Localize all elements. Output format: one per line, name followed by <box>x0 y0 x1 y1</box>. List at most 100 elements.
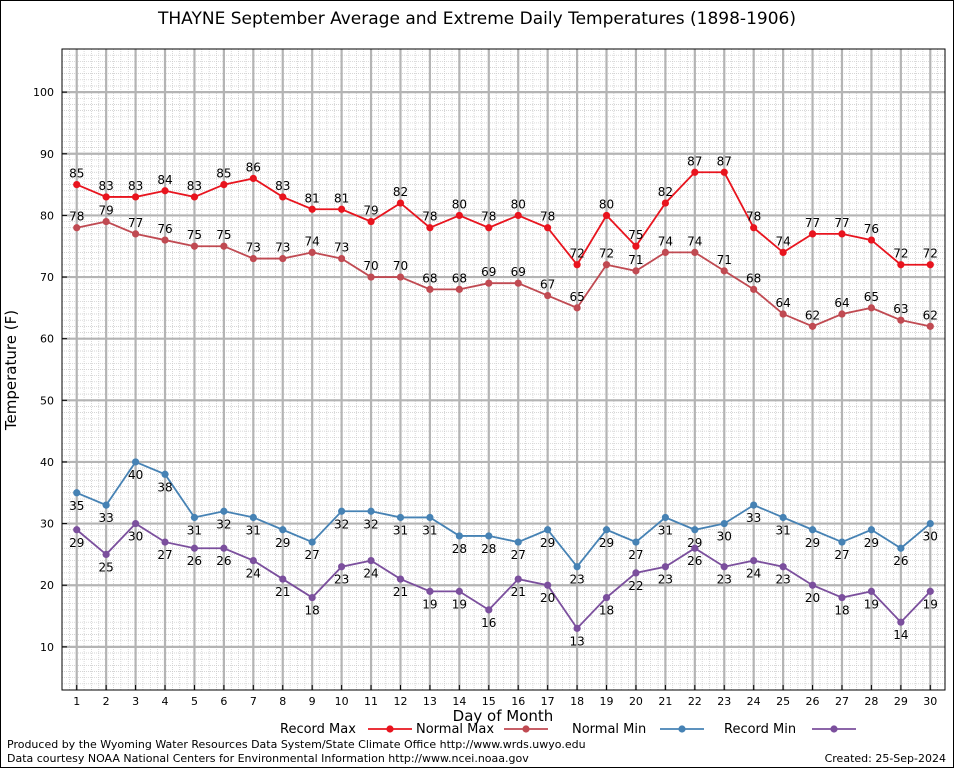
data-point-record-min <box>661 563 669 571</box>
data-label-normal-min: 30 <box>923 530 938 544</box>
data-label-record-max: 83 <box>99 179 114 193</box>
footer-produced-by: Produced by the Wyoming Water Resources … <box>7 738 586 751</box>
data-point-normal-min <box>396 513 405 522</box>
y-tick-label: 40 <box>40 456 54 469</box>
data-label-record-max: 83 <box>128 179 143 193</box>
y-tick-label: 70 <box>40 271 54 284</box>
plot-border <box>61 48 946 691</box>
data-point-normal-max <box>897 316 905 324</box>
data-point-record-max <box>926 261 934 269</box>
data-label-record-max: 87 <box>687 154 702 168</box>
y-axis-label: Temperature (F) <box>2 310 20 431</box>
grid-layer <box>61 48 946 691</box>
y-tick-label: 10 <box>40 641 54 654</box>
data-point-record-min <box>190 544 199 552</box>
data-label-record-max: 82 <box>658 185 673 199</box>
data-point-normal-min <box>131 458 140 466</box>
data-label-record-min: 23 <box>658 573 673 587</box>
series-layer: 85 83 83 84 83 85 86 83 81 81 79 82 78 80 78 80 78 72 80 75… <box>69 154 938 648</box>
data-point-record-min <box>926 587 934 595</box>
data-point-normal-max <box>691 248 699 256</box>
y-tick-label: 50 <box>40 394 54 407</box>
data-label-record-max: 76 <box>864 222 879 236</box>
data-point-normal-min <box>602 526 611 534</box>
x-tick-label: 25 <box>776 695 790 708</box>
data-point-record-max <box>396 199 405 207</box>
data-label-normal-max: 65 <box>569 290 584 304</box>
x-tick-label: 16 <box>511 695 525 708</box>
data-point-record-min <box>838 593 846 602</box>
data-label-record-min: 24 <box>246 567 261 581</box>
data-point-record-max <box>102 193 110 201</box>
data-label-normal-max: 72 <box>599 247 614 261</box>
data-label-record-min: 21 <box>275 585 290 599</box>
chart-title: THAYNE September Average and Extreme Dai… <box>158 9 796 29</box>
data-label-normal-max: 65 <box>864 290 879 304</box>
x-tick-label: 6 <box>220 695 227 708</box>
data-label-record-min: 18 <box>599 604 614 618</box>
data-label-normal-max: 76 <box>157 222 172 236</box>
data-label-normal-min: 31 <box>422 523 437 537</box>
data-point-normal-min <box>249 513 257 522</box>
data-point-record-min <box>455 587 463 595</box>
data-label-record-max: 72 <box>893 247 908 261</box>
data-point-record-min <box>220 544 228 552</box>
data-label-normal-max: 62 <box>805 308 820 322</box>
data-label-normal-min: 35 <box>69 499 84 513</box>
data-point-record-min <box>632 569 640 577</box>
data-point-normal-min <box>73 489 81 497</box>
data-point-record-min <box>720 563 728 571</box>
data-label-normal-min: 32 <box>363 517 378 531</box>
data-point-record-max <box>720 168 728 176</box>
x-tick-label: 24 <box>747 695 761 708</box>
data-point-record-max <box>426 224 434 232</box>
data-point-record-min <box>544 581 552 589</box>
x-tick-label: 17 <box>541 695 555 708</box>
data-point-record-min <box>602 593 611 602</box>
data-point-record-max <box>514 211 522 220</box>
data-point-normal-max <box>779 310 787 318</box>
data-point-normal-max <box>73 224 81 232</box>
data-point-record-max <box>338 205 346 213</box>
data-label-normal-max: 79 <box>99 204 114 218</box>
data-point-normal-min <box>338 507 346 515</box>
data-point-normal-min <box>485 532 493 540</box>
data-label-normal-min: 31 <box>393 523 408 537</box>
data-point-normal-min <box>279 526 287 534</box>
data-point-record-max <box>308 205 316 213</box>
data-label-record-min: 19 <box>422 597 437 611</box>
data-label-normal-min: 27 <box>834 548 849 562</box>
data-label-record-max: 78 <box>540 210 555 224</box>
data-point-normal-max <box>661 248 669 256</box>
x-tick-label: 23 <box>717 695 731 708</box>
x-tick-label: 12 <box>393 695 407 708</box>
data-label-normal-min: 38 <box>157 480 172 494</box>
data-label-normal-max: 69 <box>481 265 496 279</box>
data-point-normal-max <box>455 285 463 293</box>
data-point-normal-min <box>808 526 817 534</box>
data-point-normal-min <box>190 513 199 522</box>
data-label-record-max: 78 <box>422 210 437 224</box>
x-tick-label: 8 <box>279 695 286 708</box>
data-point-normal-min <box>867 526 876 534</box>
data-point-normal-min <box>750 501 758 509</box>
data-point-record-max <box>220 180 228 189</box>
data-point-normal-min <box>220 507 228 515</box>
data-label-record-min: 20 <box>540 591 555 605</box>
data-label-normal-min: 31 <box>187 523 202 537</box>
data-label-record-max: 80 <box>452 197 467 211</box>
data-point-normal-min <box>661 513 669 522</box>
x-tick-label: 10 <box>335 695 349 708</box>
data-point-normal-min <box>897 544 905 552</box>
data-point-normal-max <box>131 230 140 238</box>
data-point-record-max <box>544 224 552 232</box>
x-tick-label: 13 <box>423 695 437 708</box>
data-point-record-max <box>279 193 287 201</box>
series-line-record-min <box>76 522 931 630</box>
data-label-record-min: 22 <box>628 579 643 593</box>
x-tick-label: 20 <box>629 695 643 708</box>
data-point-normal-max <box>367 273 375 281</box>
y-tick-label: 20 <box>40 579 54 592</box>
data-label-record-min: 25 <box>99 560 114 574</box>
data-label-record-max: 85 <box>216 167 231 181</box>
